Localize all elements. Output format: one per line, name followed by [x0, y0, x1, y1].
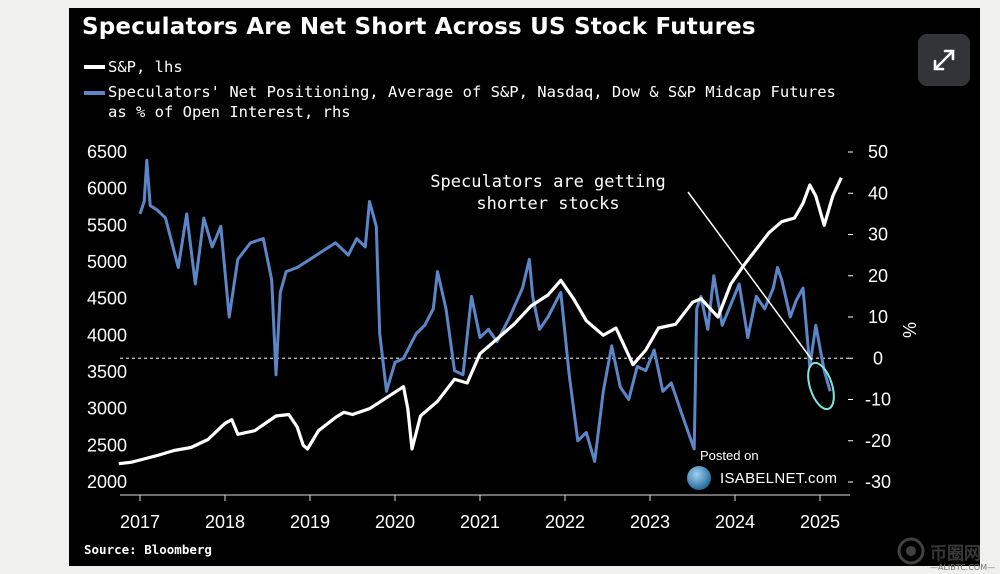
- left-tick-label-2000: 2000: [87, 472, 127, 492]
- x-tick-label-2018: 2018: [205, 512, 245, 532]
- right-tick-label--20: -20: [865, 431, 891, 451]
- legend-swatch-blue: [84, 91, 105, 95]
- right-tick-label--30: -30: [865, 472, 891, 492]
- legend-label-net-line2: as % of Open Interest, rhs: [108, 103, 351, 121]
- x-tick-label-2022: 2022: [545, 512, 585, 532]
- right-axis-unit: %: [899, 322, 919, 338]
- right-axis: 50 40 30 20 10 0 -10 -20 -30: [848, 142, 891, 492]
- annotation-arrow-line: [687, 191, 813, 361]
- source-label: Source: Bloomberg: [84, 542, 212, 557]
- isabelnet-logo-icon: [687, 466, 711, 490]
- left-tick-label-3000: 3000: [87, 399, 127, 419]
- annotation-line2: shorter stocks: [476, 194, 619, 214]
- highlight-ellipse: [807, 361, 835, 411]
- legend-item-net-positioning: Speculators' Net Positioning, Average of…: [84, 82, 836, 122]
- x-tick-label-2021: 2021: [460, 512, 500, 532]
- watermark-logo-icon: [897, 537, 925, 565]
- isabelnet-brand-label: ISABELNET.com: [720, 470, 838, 487]
- annotation-line1: Speculators are getting: [430, 172, 665, 192]
- watermark-site-name: 币圈网: [930, 543, 981, 564]
- right-tick-label-50: 50: [868, 142, 888, 162]
- left-tick-label-4500: 4500: [87, 289, 127, 309]
- x-tick-label-2025: 2025: [800, 512, 840, 532]
- expand-arrows-icon: [933, 49, 955, 71]
- chart-panel: [69, 8, 980, 566]
- x-axis: 2017 2018 2019 2020 2021 2022 2023 2024 2025: [120, 494, 850, 532]
- watermark-site-url: —ALIBTC.COM—: [930, 563, 996, 572]
- left-axis: 6500 6000 5500 5000 4500 4000 3500 3000 2500 2000: [87, 142, 127, 492]
- legend-label-net-line1: Speculators' Net Positioning, Average of…: [108, 83, 836, 101]
- right-tick-label-30: 30: [868, 225, 888, 245]
- x-tick-label-2024: 2024: [715, 512, 755, 532]
- right-tick-label--10: -10: [865, 390, 891, 410]
- left-tick-label-5000: 5000: [87, 252, 127, 272]
- legend-swatch-white: [84, 65, 105, 69]
- right-tick-label-40: 40: [868, 183, 888, 203]
- left-tick-label-2500: 2500: [87, 435, 127, 455]
- right-tick-label-20: 20: [868, 266, 888, 286]
- left-tick-label-3500: 3500: [87, 362, 127, 382]
- left-tick-label-5500: 5500: [87, 215, 127, 235]
- right-tick-label-0: 0: [873, 348, 883, 368]
- site-watermark: 币圈网: [896, 536, 981, 566]
- x-tick-label-2019: 2019: [290, 512, 330, 532]
- legend-label-sp: S&P, lhs: [108, 58, 183, 76]
- x-tick-label-2020: 2020: [375, 512, 415, 532]
- expand-button[interactable]: [918, 34, 970, 86]
- sp500-series-line: [118, 177, 843, 466]
- legend-item-sp: S&P, lhs: [84, 58, 183, 76]
- x-tick-label-2017: 2017: [120, 512, 160, 532]
- left-tick-label-6000: 6000: [87, 179, 127, 199]
- left-tick-label-6500: 6500: [87, 142, 127, 162]
- net-positioning-series-line: [138, 158, 832, 463]
- chart-title: Speculators Are Net Short Across US Stoc…: [82, 14, 756, 40]
- right-tick-label-10: 10: [868, 307, 888, 327]
- left-tick-label-4000: 4000: [87, 325, 127, 345]
- posted-on-label: Posted on: [700, 448, 759, 463]
- x-tick-label-2023: 2023: [630, 512, 670, 532]
